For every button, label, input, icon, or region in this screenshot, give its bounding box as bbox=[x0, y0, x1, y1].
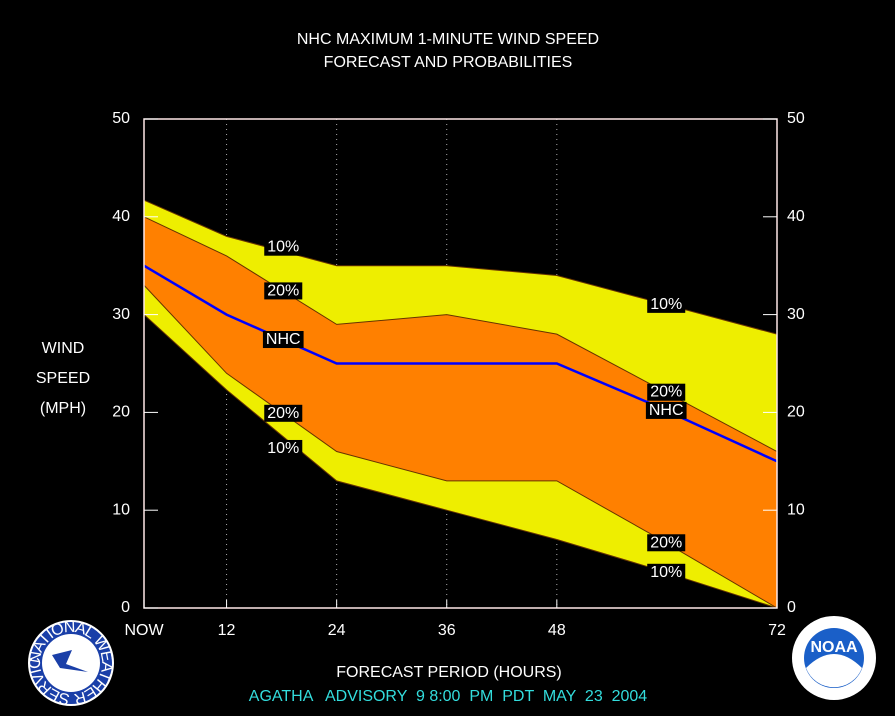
logo-bolt bbox=[52, 650, 88, 672]
series-label-box bbox=[647, 295, 686, 313]
series-label-box bbox=[264, 238, 303, 256]
series-label-text: 20% bbox=[650, 384, 682, 401]
series-label-box bbox=[645, 401, 687, 419]
series-label-text: 10% bbox=[650, 564, 682, 581]
y2-tick-label: 30 bbox=[787, 306, 805, 323]
logo-center bbox=[42, 634, 100, 692]
series-label: NHC bbox=[645, 401, 687, 419]
series-label-text: 20% bbox=[267, 282, 299, 299]
series-label-box bbox=[264, 282, 303, 300]
series-label-text: 10% bbox=[650, 296, 682, 313]
series-label-box bbox=[264, 439, 303, 457]
y-tick-label: 40 bbox=[112, 208, 130, 225]
series-label: 20% bbox=[264, 404, 303, 422]
plot-frame bbox=[143, 118, 778, 609]
chart-subtitle: FORECAST AND PROBABILITIES bbox=[324, 54, 573, 71]
series-label-text: 20% bbox=[267, 405, 299, 422]
series-label-box bbox=[264, 404, 303, 422]
x-axis-title: FORECAST PERIOD (HOURS) bbox=[336, 664, 562, 681]
series-label: NHC bbox=[262, 331, 304, 349]
x-tick-label: 72 bbox=[768, 622, 786, 639]
x-tick-label: 12 bbox=[218, 622, 236, 639]
y-tick-label: 20 bbox=[112, 404, 130, 421]
y2-tick-label: 50 bbox=[787, 110, 805, 127]
y-axis-title: (MPH) bbox=[40, 400, 86, 417]
y-tick-label: 10 bbox=[112, 501, 130, 518]
x-tick-label: 36 bbox=[438, 622, 456, 639]
logo-text: NOAA bbox=[810, 639, 858, 656]
series-label: 20% bbox=[647, 534, 686, 552]
y2-tick-label: 20 bbox=[787, 404, 805, 421]
series-label-box bbox=[647, 534, 686, 552]
y-tick-label: 30 bbox=[112, 306, 130, 323]
y2-tick-label: 0 bbox=[787, 599, 796, 616]
noaa-logo: NOAA bbox=[792, 616, 876, 700]
series-label-text: 20% bbox=[650, 534, 682, 551]
y-tick-label: 50 bbox=[112, 110, 130, 127]
x-tick-label: 24 bbox=[328, 622, 346, 639]
band-edge bbox=[143, 284, 778, 609]
series-label: 10% bbox=[647, 295, 686, 313]
series-label-text: 10% bbox=[267, 239, 299, 256]
series-label-box bbox=[647, 383, 686, 401]
y-axis-title: WIND bbox=[42, 340, 85, 357]
chart-title: NHC MAXIMUM 1-MINUTE WIND SPEED bbox=[297, 31, 599, 48]
series-label: 10% bbox=[264, 238, 303, 256]
y-axis-title: SPEED bbox=[36, 370, 90, 387]
series-label: 10% bbox=[647, 563, 686, 581]
x-tick-label: 48 bbox=[548, 622, 566, 639]
series-label: 20% bbox=[264, 282, 303, 300]
series-label-text: NHC bbox=[649, 402, 684, 419]
series-label-text: NHC bbox=[266, 331, 301, 348]
y-tick-label: 0 bbox=[121, 599, 130, 616]
y2-tick-label: 10 bbox=[787, 501, 805, 518]
logo-wave bbox=[806, 654, 862, 688]
probability-band bbox=[144, 216, 777, 609]
footer: AGATHA ADVISORY 9 8:00 PM PDT MAY 23 200… bbox=[249, 688, 648, 705]
series-label-text: 10% bbox=[267, 440, 299, 457]
band-edge bbox=[143, 216, 778, 452]
series-label-box bbox=[262, 331, 304, 349]
series-label-box bbox=[647, 563, 686, 581]
y2-tick-label: 40 bbox=[787, 208, 805, 225]
series-label: 20% bbox=[647, 383, 686, 401]
series-label: 10% bbox=[264, 439, 303, 457]
x-tick-label: NOW bbox=[124, 622, 164, 639]
